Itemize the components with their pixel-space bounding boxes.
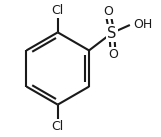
Text: Cl: Cl <box>52 4 64 17</box>
Text: OH: OH <box>133 18 152 32</box>
Text: Cl: Cl <box>52 120 64 133</box>
Text: S: S <box>107 25 117 41</box>
Text: O: O <box>108 48 118 61</box>
Text: O: O <box>103 5 113 18</box>
